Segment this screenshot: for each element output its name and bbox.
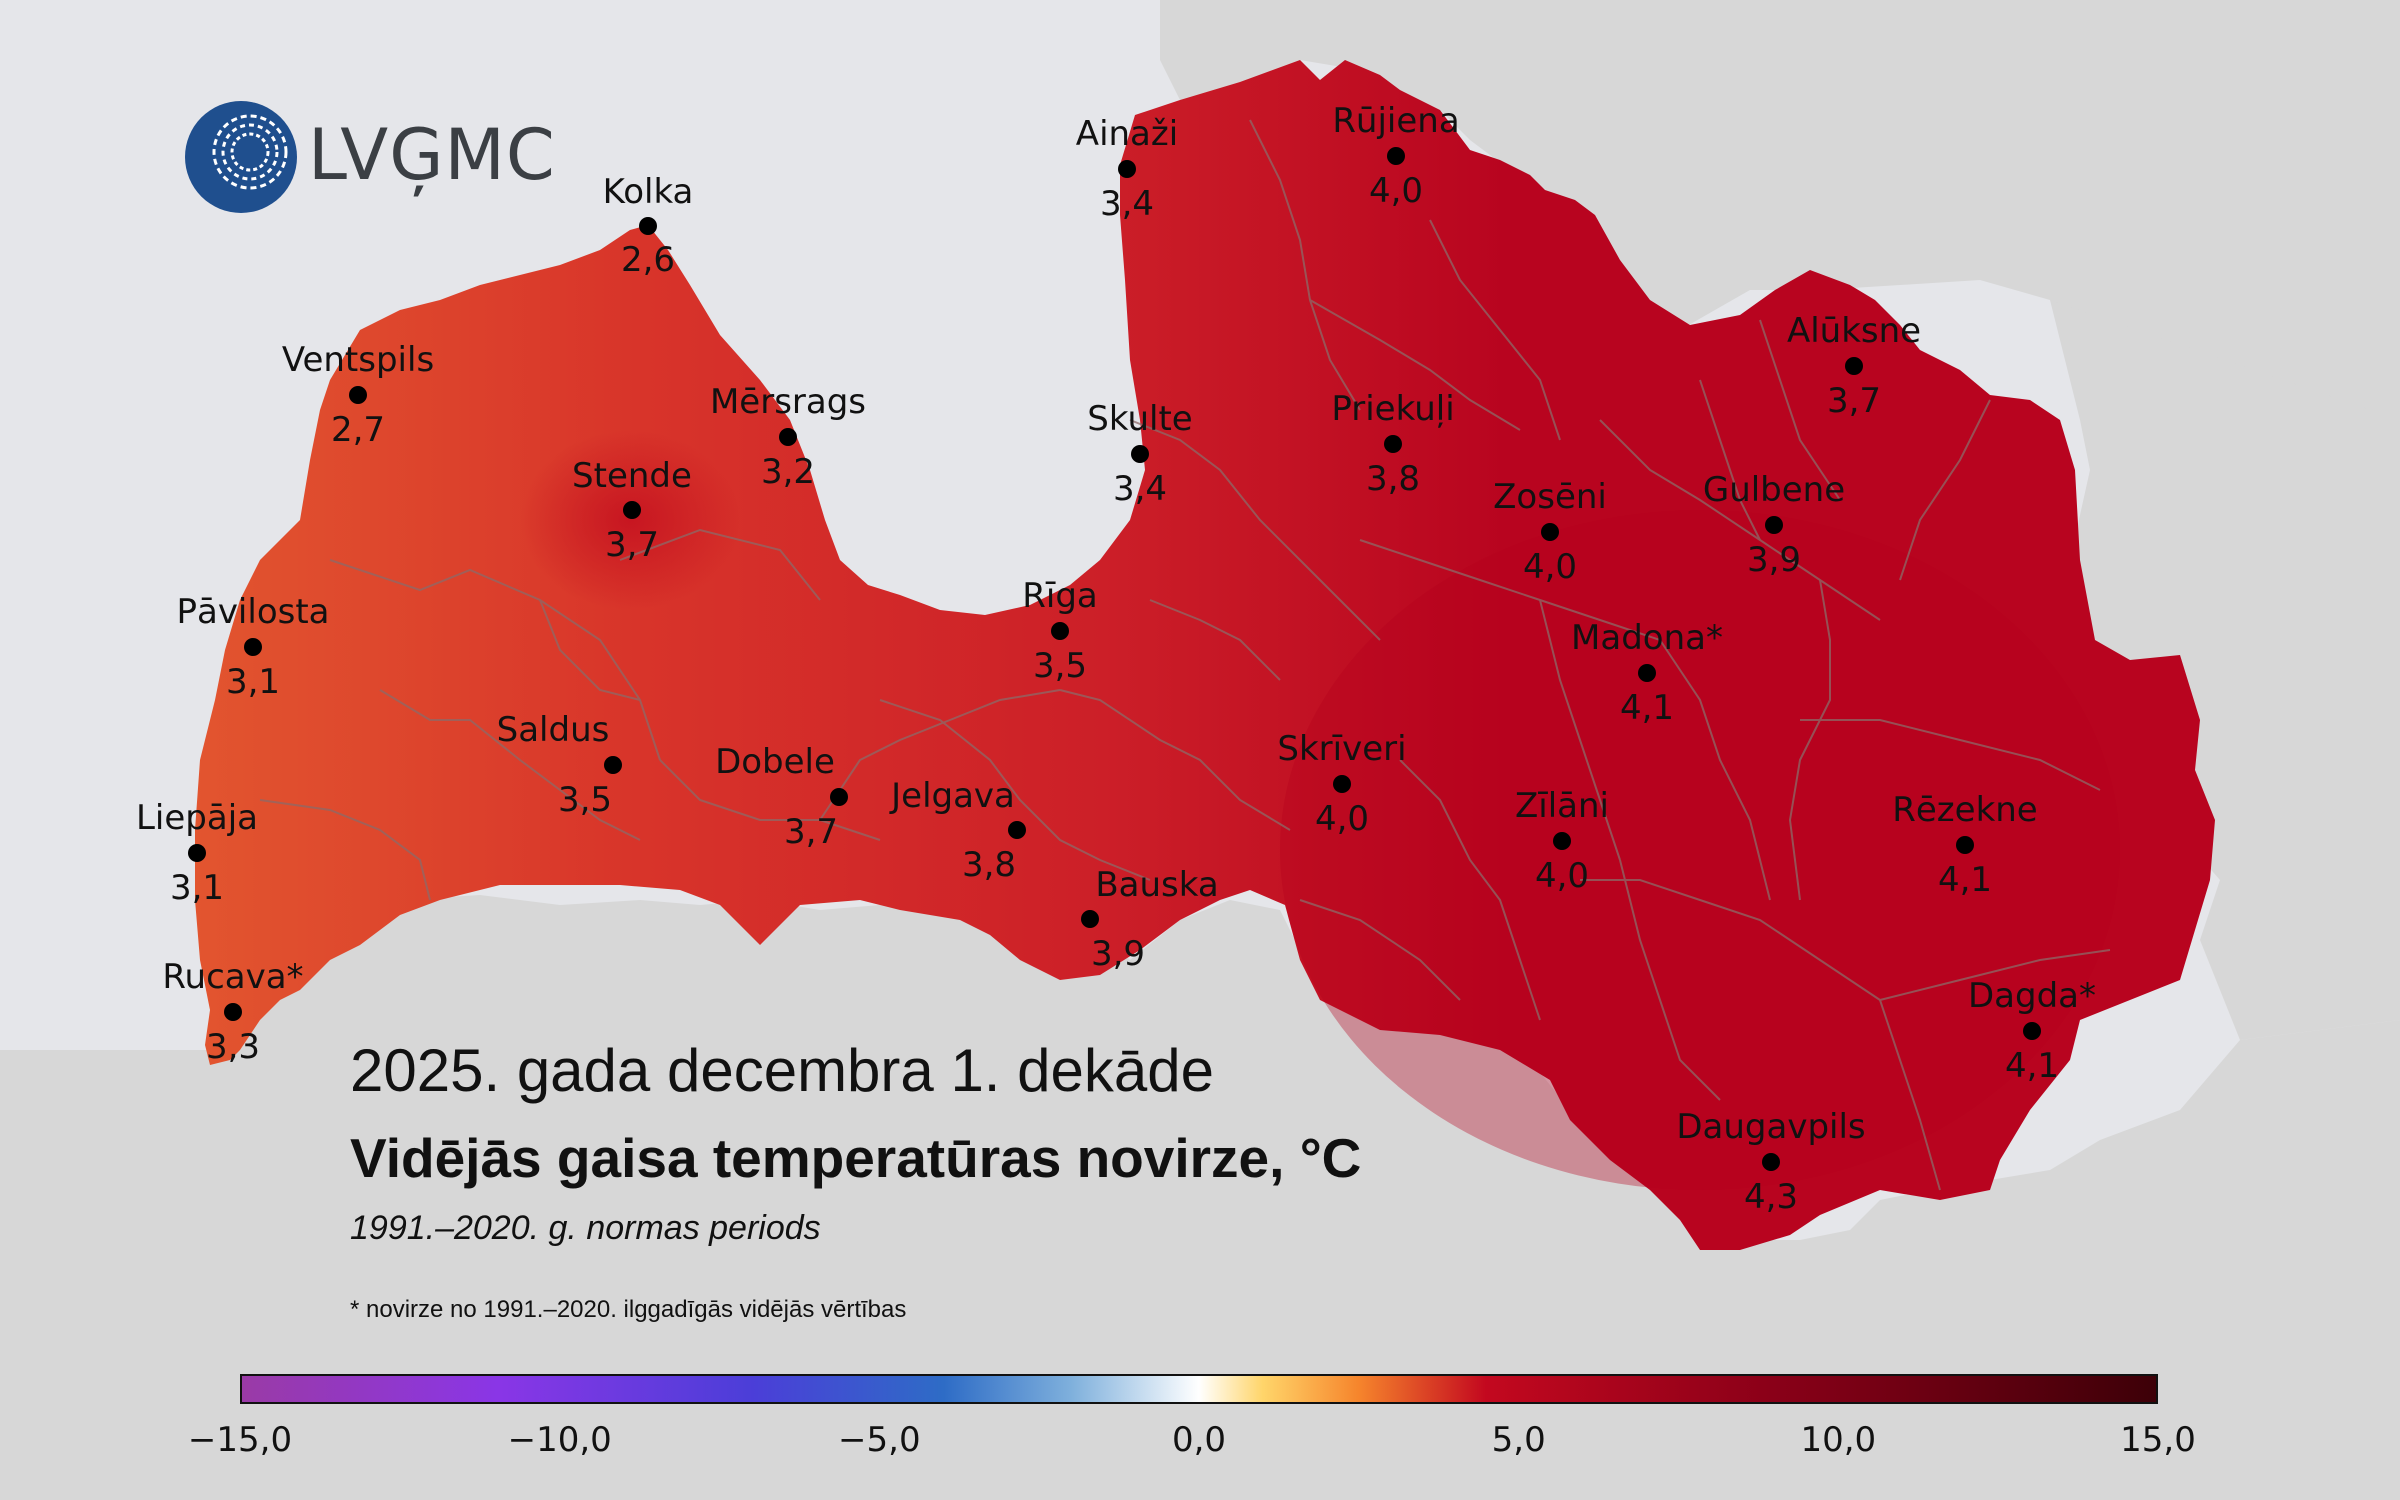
station-value-rujiena: 4,0 (1368, 171, 1424, 211)
station-value-stende: 3,7 (604, 525, 660, 565)
station-value-skriveri: 4,0 (1314, 799, 1370, 839)
station-dot-skriveri (1333, 775, 1351, 793)
station-dot-bauska (1081, 910, 1099, 928)
eastern-warm-field (1280, 510, 2120, 1190)
station-markers (188, 147, 2041, 1171)
station-name-daugavpils: Daugavpils (1676, 1107, 1866, 1147)
station-dot-stende (623, 501, 641, 519)
station-value-gulbene: 3,9 (1746, 540, 1802, 580)
station-dot-ainazi (1118, 160, 1136, 178)
station-value-ainazi: 3,4 (1099, 184, 1155, 224)
station-value-mersrags: 3,2 (760, 452, 816, 492)
station-value-saldus: 3,5 (557, 780, 613, 820)
station-value-dagda: 4,1 (2004, 1046, 2060, 1086)
logo-text: LVĢMC (308, 114, 556, 196)
station-dot-saldus (604, 756, 622, 774)
station-value-skulte: 3,4 (1112, 469, 1168, 509)
station-name-mersrags: Mērsrags (709, 382, 867, 422)
station-value-rucava: 3,3 (205, 1027, 261, 1067)
station-dot-zoseni (1541, 523, 1559, 541)
station-dot-dagda (2023, 1022, 2041, 1040)
station-dot-priekuli (1384, 435, 1402, 453)
southern-neighbour-land (0, 895, 2400, 1500)
lvgmc-logo: LVĢMC (184, 100, 555, 215)
russia-land (2050, 300, 2400, 1040)
station-value-zoseni: 4,0 (1522, 547, 1578, 587)
station-name-aluksne: Alūksne (1786, 311, 1922, 351)
station-dot-daugavpils (1762, 1153, 1780, 1171)
station-name-rujiena: Rūjiena (1332, 101, 1460, 141)
stende-warm-spot (520, 430, 740, 610)
colorbar-tick-label: 5,0 (1491, 1420, 1546, 1460)
station-name-stende: Stende (572, 456, 692, 496)
station-dot-madona (1638, 664, 1656, 682)
station-dot-gulbene (1765, 516, 1783, 534)
station-name-rezekne: Rēzekne (1892, 790, 2038, 830)
station-dot-mersrags (779, 428, 797, 446)
map-title-variable: Vidējās gaisa temperatūras novirze, °C (350, 1127, 1362, 1189)
station-name-liepaja: Liepāja (135, 798, 259, 838)
station-dot-rezekne (1956, 836, 1974, 854)
station-dot-liepaja (188, 844, 206, 862)
map-title-period: 2025. gada decembra 1. dekāde (350, 1037, 1214, 1104)
station-name-dagda: Dagda* (1967, 976, 2097, 1016)
station-value-riga: 3,5 (1032, 646, 1088, 686)
station-value-jelgava: 3,8 (961, 845, 1017, 885)
latvia-land (195, 60, 2215, 1250)
station-name-priekuli: Priekuļi (1331, 389, 1455, 429)
station-dot-ventspils (349, 386, 367, 404)
map-subtitle-normal-period: 1991.–2020. g. normas periods (350, 1209, 821, 1247)
station-name-gulbene: Gulbene (1702, 470, 1846, 510)
colorbar-tick-label: 15,0 (2120, 1420, 2196, 1460)
district-borders (259, 119, 2111, 1191)
station-name-ainazi: Ainaži (1075, 114, 1179, 154)
station-name-zilani: Zīlāni (1514, 786, 1610, 826)
station-name-jelgava: Jelgava (891, 776, 1015, 816)
station-name-ventspils: Ventspils (281, 340, 435, 380)
colorbar-tick-label: −5,0 (838, 1420, 921, 1460)
station-dot-kolka (639, 217, 657, 235)
station-value-pavilosta: 3,1 (225, 662, 281, 702)
station-value-liepaja: 3,1 (169, 868, 225, 908)
station-value-dobele: 3,7 (783, 812, 839, 852)
station-name-kolka: Kolka (602, 172, 694, 212)
station-dot-pavilosta (244, 638, 262, 656)
station-name-riga: Rīga (1022, 576, 1098, 616)
station-name-madona: Madona* (1571, 618, 1723, 658)
station-dot-riga (1051, 622, 1069, 640)
colorbar-tick-label: −15,0 (187, 1420, 293, 1460)
station-name-pavilosta: Pāvilosta (176, 592, 330, 632)
station-dot-zilani (1553, 832, 1571, 850)
map-footnote: * novirze no 1991.–2020. ilggadīgās vidē… (350, 1296, 907, 1323)
station-value-bauska: 3,9 (1090, 934, 1146, 974)
station-dot-rucava (224, 1003, 242, 1021)
station-dot-rujiena (1387, 147, 1405, 165)
station-name-saldus: Saldus (496, 710, 610, 750)
station-dot-aluksne (1845, 357, 1863, 375)
station-value-aluksne: 3,7 (1826, 381, 1882, 421)
station-value-priekuli: 3,8 (1365, 459, 1421, 499)
station-name-skulte: Skulte (1087, 399, 1193, 439)
station-value-ventspils: 2,7 (330, 410, 386, 450)
station-value-rezekne: 4,1 (1937, 860, 1993, 900)
logo-emblem-icon (185, 101, 297, 213)
station-name-bauska: Bauska (1095, 865, 1219, 905)
station-value-zilani: 4,0 (1534, 856, 1590, 896)
station-value-madona: 4,1 (1619, 688, 1675, 728)
station-value-daugavpils: 4,3 (1743, 1177, 1799, 1217)
temperature-anomaly-colorbar (240, 1374, 2158, 1404)
colorbar-tick-label: 10,0 (1800, 1420, 1877, 1460)
station-name-dobele: Dobele (715, 742, 835, 782)
station-name-rucava: Rucava* (162, 957, 304, 997)
station-dot-dobele (830, 788, 848, 806)
station-dot-jelgava (1008, 821, 1026, 839)
station-name-skriveri: Skrīveri (1277, 729, 1407, 769)
colorbar-tick-label: 0,0 (1171, 1420, 1227, 1460)
station-value-kolka: 2,6 (620, 240, 676, 280)
station-dot-skulte (1131, 445, 1149, 463)
colorbar-tick-label: −10,0 (507, 1420, 612, 1460)
station-name-zoseni: Zosēni (1493, 477, 1607, 517)
